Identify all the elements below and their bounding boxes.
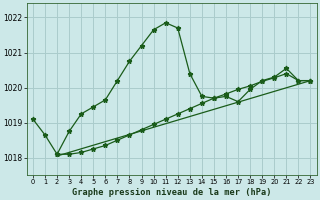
X-axis label: Graphe pression niveau de la mer (hPa): Graphe pression niveau de la mer (hPa): [72, 188, 271, 197]
